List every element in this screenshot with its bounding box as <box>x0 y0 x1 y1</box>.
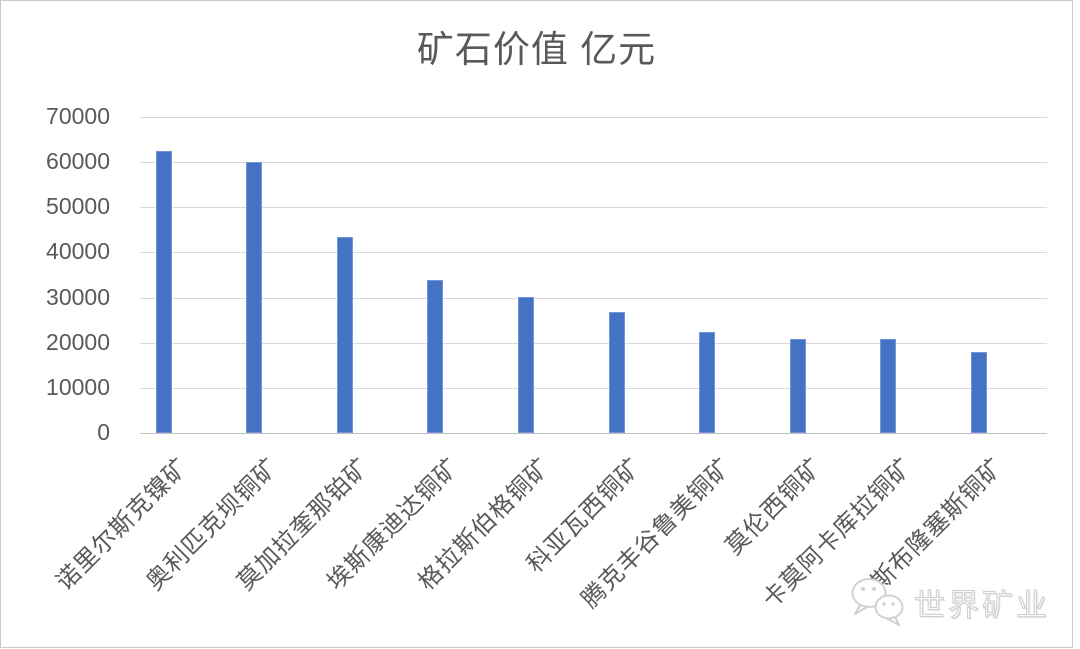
y-tick-label: 20000 <box>46 328 110 355</box>
wechat-icon <box>851 578 904 626</box>
bar-科亚瓦西铜矿 <box>608 312 625 433</box>
x-axis-line <box>140 433 1047 434</box>
gridline <box>140 342 1047 344</box>
gridline <box>140 117 1047 118</box>
bar-奥利匹克坝铜矿 <box>246 161 263 433</box>
bar-埃斯康迪达铜矿 <box>427 279 444 433</box>
bar-诺里尔斯克镍矿 <box>155 150 172 433</box>
chart-title: 矿石价值 亿元 <box>416 29 657 70</box>
gridline <box>140 162 1047 164</box>
y-tick-label: 10000 <box>46 373 110 400</box>
gridline <box>140 297 1047 299</box>
bar-洛斯布隆塞斯铜矿 <box>970 351 987 433</box>
y-tick-label: 30000 <box>46 283 110 310</box>
plot-area <box>140 117 1047 434</box>
y-tick-label: 0 <box>97 419 110 445</box>
y-tick-label: 70000 <box>46 103 110 129</box>
watermark: 世界矿业 <box>848 576 1050 628</box>
gridline <box>140 387 1047 389</box>
bar-格拉斯伯格铜矿 <box>517 297 534 433</box>
gridline <box>140 252 1047 254</box>
watermark-text: 世界矿业 <box>914 587 1050 623</box>
bar-卡莫阿卡库拉铜矿 <box>880 339 897 433</box>
bar-腾克丰谷鲁美铜矿 <box>699 331 716 433</box>
y-tick-label: 50000 <box>46 193 110 220</box>
y-tick-label: 60000 <box>46 148 110 175</box>
bar-莫伦西铜矿 <box>789 338 806 433</box>
y-tick-label: 40000 <box>46 238 110 265</box>
bar-莫加拉奎那铂矿 <box>336 237 353 433</box>
gridline <box>140 207 1047 209</box>
